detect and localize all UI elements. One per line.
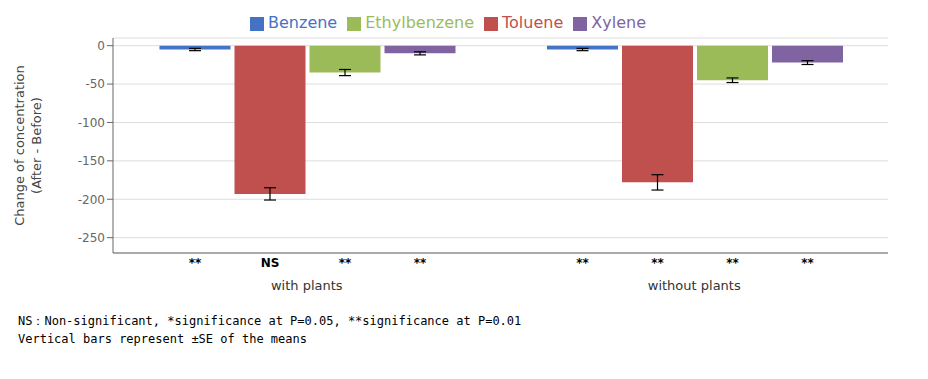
svg-text:**: ** xyxy=(414,256,427,270)
svg-text:-100: -100 xyxy=(78,116,105,130)
svg-text:Change of concentration(After: Change of concentration(After - Before) xyxy=(12,65,44,226)
svg-text:**: ** xyxy=(189,256,202,270)
html-text:Toluene: Toluene xyxy=(502,13,564,32)
svg-text:0: 0 xyxy=(97,39,105,53)
html-text:Xylene: Xylene xyxy=(591,13,646,32)
svg-text:with plants: with plants xyxy=(271,278,343,293)
svg-text:-150: -150 xyxy=(78,154,105,168)
html-text:Benzene: Benzene xyxy=(268,13,338,32)
svg-text:without plants: without plants xyxy=(648,278,741,293)
html-text:Vertical bars represent ±SE of: Vertical bars represent ±SE of the means xyxy=(18,332,307,346)
svg-text:**: ** xyxy=(576,256,589,270)
svg-text:NS: NS xyxy=(261,256,280,270)
svg-text:**: ** xyxy=(726,256,739,270)
html-text:Ethylbenzene: Ethylbenzene xyxy=(365,13,474,32)
svg-text:-250: -250 xyxy=(78,231,105,245)
svg-text:**: ** xyxy=(651,256,664,270)
svg-text:**: ** xyxy=(801,256,814,270)
svg-text:-200: -200 xyxy=(78,193,105,207)
svg-text:**: ** xyxy=(339,256,352,270)
svg-text:-50: -50 xyxy=(85,77,105,91)
html-text:NS：Non-significant, *significa: NS：Non-significant, *significance at P=0… xyxy=(18,314,522,328)
